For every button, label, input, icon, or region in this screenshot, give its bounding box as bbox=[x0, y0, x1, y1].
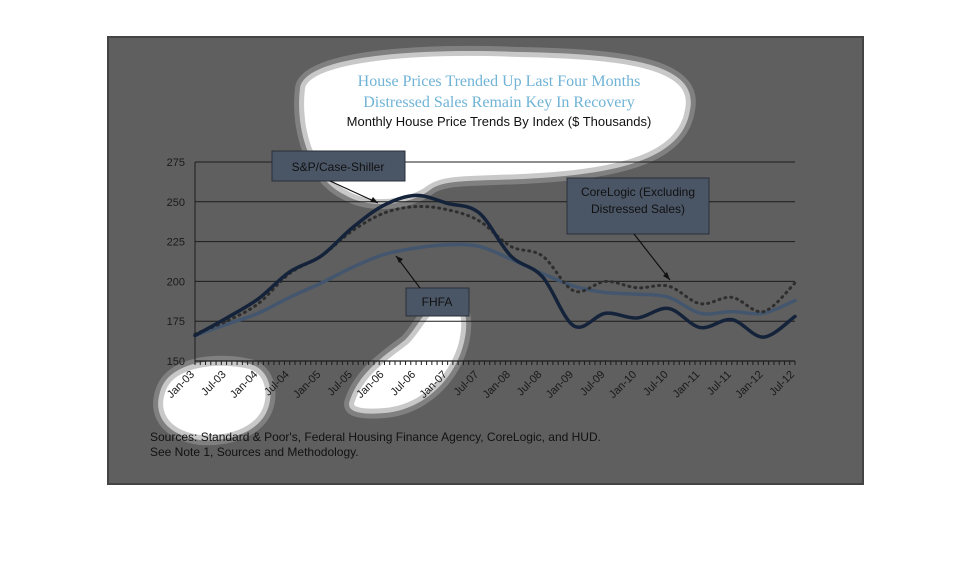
sources-line-1: Sources: Standard & Poor's, Federal Hous… bbox=[150, 430, 601, 444]
chart-title: House Prices Trended Up Last Four Months… bbox=[358, 73, 641, 111]
sources-line-2: See Note 1, Sources and Methodology. bbox=[150, 445, 359, 459]
xaxis-highlight-blob-middle bbox=[344, 294, 472, 419]
y-tick-label: 275 bbox=[167, 157, 185, 169]
callout-corelogic-arrow bbox=[633, 233, 671, 281]
callout-corelogic-arrowhead bbox=[663, 272, 670, 280]
series-line-corelogic-excluding-distressed-sales bbox=[193, 204, 797, 336]
y-tick-label: 225 bbox=[167, 237, 185, 249]
callout-corelogic-label-line-1: CoreLogic (Excluding bbox=[581, 185, 695, 199]
y-tick-label: 200 bbox=[167, 276, 185, 288]
y-tick-label: 175 bbox=[167, 316, 185, 328]
y-tick-label: 150 bbox=[167, 356, 185, 368]
y-axis: 150 175 200 225 250 275 bbox=[167, 157, 196, 368]
chart-title-line-1: House Prices Trended Up Last Four Months bbox=[358, 73, 641, 90]
series-line-s-p-case-shiller bbox=[193, 193, 797, 339]
callout-fhfa-box bbox=[405, 287, 470, 317]
callout-case-shiller-label: S&P/Case-Shiller bbox=[292, 160, 385, 174]
callout-fhfa-arrowhead bbox=[396, 256, 403, 263]
chart-title-line-2: Distressed Sales Remain Key In Recovery bbox=[363, 94, 634, 111]
callout-corelogic: CoreLogic (Excluding Distressed Sales) bbox=[566, 177, 710, 281]
callout-case-shiller-box bbox=[271, 150, 406, 182]
callout-case-shiller: S&P/Case-Shiller bbox=[271, 150, 406, 204]
callout-corelogic-box bbox=[566, 177, 710, 235]
y-tick-label: 250 bbox=[167, 197, 185, 209]
callout-fhfa: FHFA bbox=[395, 255, 470, 317]
callout-case-shiller-arrow bbox=[329, 180, 379, 204]
callout-fhfa-label: FHFA bbox=[422, 295, 453, 309]
callout-case-shiller-arrowhead bbox=[370, 197, 378, 203]
callout-corelogic-label-line-2: Distressed Sales) bbox=[591, 202, 685, 216]
series-lines bbox=[193, 193, 797, 339]
series-line-fhfa bbox=[193, 242, 797, 338]
chart-subtitle: Monthly House Price Trends By Index ($ T… bbox=[347, 114, 652, 129]
